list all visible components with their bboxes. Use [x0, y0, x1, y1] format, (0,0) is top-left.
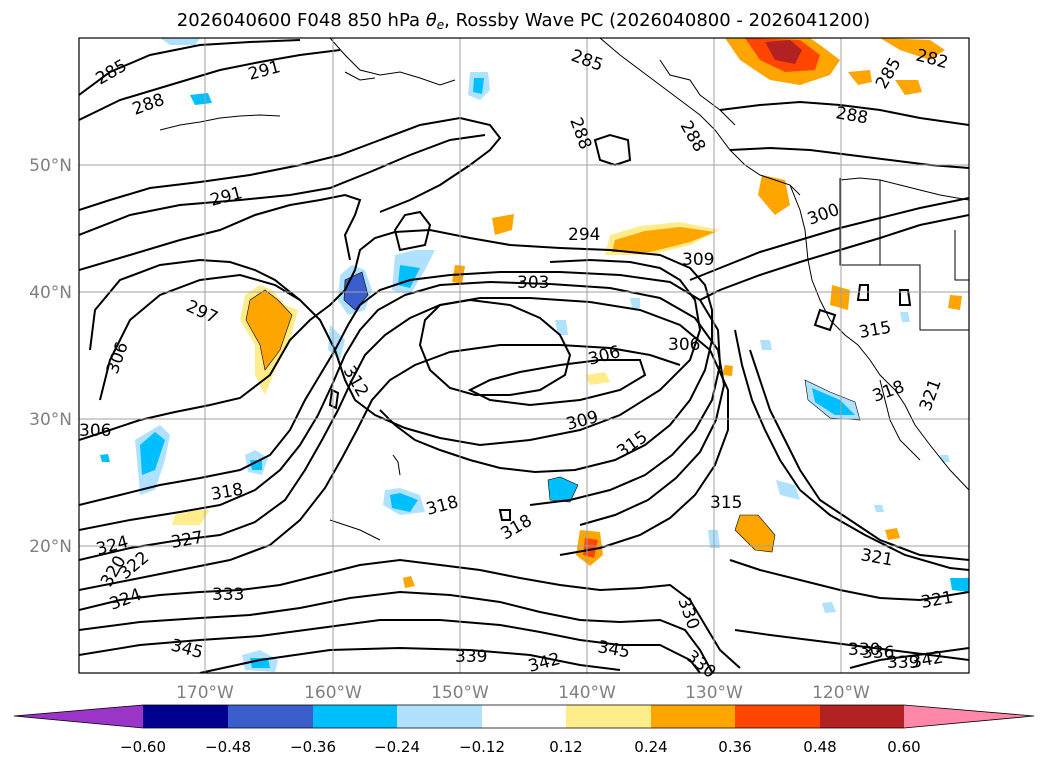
contour-label: 309 [564, 407, 601, 435]
lat-label: 40°N [29, 283, 72, 303]
lat-label: 20°N [29, 537, 72, 557]
latitude-labels: 50°N 40°N 30°N 20°N [29, 156, 72, 557]
contour-label: 342 [909, 648, 944, 673]
contour-label: 336 [862, 643, 894, 663]
colorbar-segment [143, 705, 228, 728]
colorbar-tick: 0.36 [718, 738, 751, 756]
contour-label: 306 [79, 421, 111, 441]
colorbar-segment [735, 705, 820, 728]
theta-e-contours [79, 39, 969, 673]
contour-labels: 285 291 288 285 288 288 282 285 288 291 … [79, 46, 955, 683]
contour-label: 288 [834, 103, 869, 128]
lat-label: 30°N [29, 410, 72, 430]
colorbar-left-extension [14, 705, 143, 728]
colorbar-tick: −0.24 [374, 738, 420, 756]
contour-label: 345 [596, 637, 631, 662]
colorbar-tick: −0.12 [459, 738, 505, 756]
lon-label: 170°W [176, 683, 234, 703]
contour-label: 315 [857, 318, 892, 343]
lon-label: 160°W [304, 683, 362, 703]
colorbar-segment [313, 705, 397, 728]
anomaly-shading [100, 38, 969, 672]
colorbar-tick: −0.60 [120, 738, 166, 756]
contour-label: 288 [130, 90, 167, 120]
colorbar-tick: 0.60 [887, 738, 920, 756]
title-subscript: e [436, 18, 445, 32]
colorbar-tick: 0.12 [549, 738, 582, 756]
contour-label: 321 [919, 588, 954, 613]
title-suffix: , Rossby Wave PC (2026040800 - 202604120… [444, 10, 871, 31]
graticule [79, 38, 969, 673]
colorbar-tick: −0.48 [205, 738, 251, 756]
contour-label: 330 [848, 640, 880, 660]
shading-outlines [245, 271, 861, 553]
contour-label: 303 [517, 273, 549, 293]
coastlines [159, 38, 969, 541]
colorbar-segment [228, 705, 313, 728]
contour-label: 288 [676, 118, 710, 156]
contour-label: 291 [246, 57, 283, 85]
colorbar-tick: 0.24 [634, 738, 667, 756]
colorbar-segment [482, 705, 566, 728]
longitude-labels: 170°W 160°W 150°W 140°W 130°W 120°W [176, 683, 870, 703]
colorbar: −0.60 −0.48 −0.36 −0.24 −0.12 0.12 0.24 … [13, 704, 1035, 756]
colorbar-segment [651, 705, 735, 728]
contour-label: 339 [887, 653, 919, 673]
colorbar-tick: 0.48 [803, 738, 836, 756]
contour-label: 288 [565, 115, 595, 152]
colorbar-ticks: −0.60 −0.48 −0.36 −0.24 −0.12 0.12 0.24 … [120, 738, 921, 756]
contour-label: 306 [103, 339, 133, 376]
colorbar-segment [397, 705, 482, 728]
contour-label: 291 [208, 183, 245, 211]
contour-label: 327 [169, 528, 204, 553]
contour-label: 282 [914, 46, 951, 74]
contour-label: 297 [183, 296, 221, 328]
contour-label: 306 [668, 335, 700, 355]
contour-label: 309 [682, 250, 714, 270]
contour-label: 315 [710, 493, 742, 513]
contour-label: 321 [859, 545, 894, 570]
contour-label: 333 [212, 585, 244, 605]
title-theta: θ [425, 10, 437, 31]
contour-label: 294 [568, 225, 600, 245]
contour-label: 339 [455, 647, 487, 667]
lon-label: 150°W [431, 683, 489, 703]
lon-label: 140°W [558, 683, 616, 703]
contour-label: 318 [424, 492, 461, 520]
lat-label: 50°N [29, 156, 72, 176]
colorbar-right-extension [904, 705, 1034, 728]
contour-label: 321 [916, 376, 946, 413]
lon-label: 120°W [812, 683, 870, 703]
colorbar-tick: −0.36 [290, 738, 336, 756]
contour-label: 312 [339, 363, 373, 401]
contour-label: 318 [870, 377, 907, 407]
map-frame [78, 37, 970, 674]
contour-label: 285 [93, 56, 131, 90]
contour-label: 318 [209, 480, 244, 505]
contour-label: 318 [498, 511, 536, 545]
contour-label: 285 [568, 46, 605, 76]
map-title: 2026040600 F048 850 hPa θe, Rossby Wave … [0, 10, 1047, 32]
lon-label: 130°W [685, 683, 743, 703]
contour-label: 300 [805, 200, 842, 230]
colorbar-segment [566, 705, 651, 728]
colorbar-segment [820, 705, 904, 728]
title-prefix: 2026040600 F048 850 hPa [176, 10, 426, 31]
